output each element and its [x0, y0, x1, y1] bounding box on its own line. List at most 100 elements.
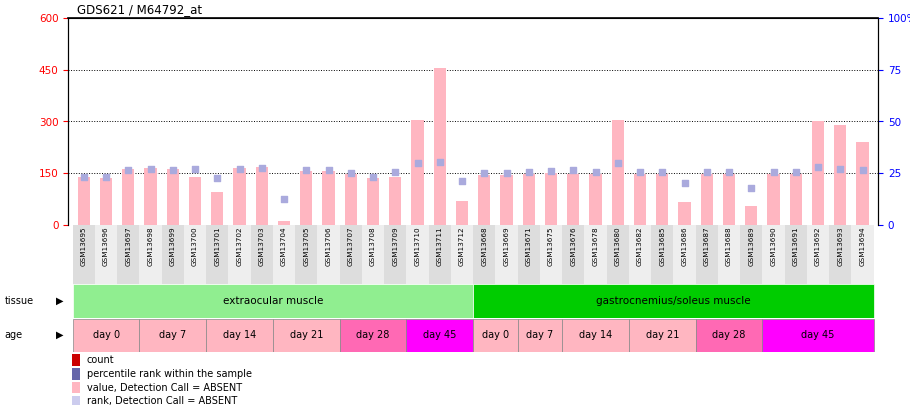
Text: GSM13693: GSM13693 — [837, 226, 844, 266]
Text: GSM13712: GSM13712 — [459, 226, 465, 266]
Bar — [295, 225, 318, 283]
Bar — [834, 125, 846, 225]
Bar — [501, 175, 512, 225]
Bar — [763, 225, 784, 283]
Bar — [234, 168, 246, 225]
Bar — [473, 225, 495, 283]
Text: day 21: day 21 — [289, 330, 323, 340]
Text: day 28: day 28 — [713, 330, 746, 340]
Bar — [634, 174, 646, 225]
Point — [566, 167, 581, 174]
Point — [76, 173, 91, 180]
Bar — [389, 177, 401, 225]
Bar — [607, 225, 629, 283]
Bar — [72, 396, 80, 405]
Point — [166, 166, 180, 173]
Text: day 45: day 45 — [802, 330, 834, 340]
Bar — [407, 225, 429, 283]
Point — [455, 177, 470, 184]
Text: GSM13669: GSM13669 — [503, 226, 510, 266]
Point — [855, 167, 870, 174]
Bar — [117, 225, 139, 283]
Point — [744, 184, 759, 191]
Bar — [228, 225, 250, 283]
Text: GSM13694: GSM13694 — [860, 226, 865, 266]
Text: GSM13668: GSM13668 — [481, 226, 488, 266]
Bar — [77, 177, 90, 225]
Bar — [696, 319, 763, 352]
Point — [521, 169, 536, 176]
Bar — [784, 225, 807, 283]
Text: ▶: ▶ — [56, 330, 64, 340]
Bar — [584, 225, 607, 283]
Bar — [339, 319, 407, 352]
Text: GSM13697: GSM13697 — [126, 226, 131, 266]
Text: GSM13682: GSM13682 — [637, 226, 643, 266]
Text: GSM13675: GSM13675 — [548, 226, 554, 266]
Point — [544, 168, 559, 175]
Text: count: count — [86, 355, 115, 365]
Bar — [590, 174, 602, 225]
Point — [255, 165, 269, 171]
Text: GSM13690: GSM13690 — [771, 226, 776, 266]
Text: GSM13676: GSM13676 — [571, 226, 576, 266]
Bar — [567, 174, 580, 225]
Bar — [829, 225, 852, 283]
Bar — [318, 225, 339, 283]
Bar — [745, 206, 757, 225]
Bar — [207, 225, 228, 283]
Bar — [562, 319, 629, 352]
Bar — [122, 169, 135, 225]
Point — [232, 165, 247, 172]
Bar — [256, 167, 268, 225]
Point — [588, 169, 602, 176]
Bar — [384, 225, 407, 283]
Text: GSM13671: GSM13671 — [526, 226, 531, 266]
Bar — [767, 174, 780, 225]
Text: age: age — [5, 330, 23, 340]
Point — [299, 166, 314, 173]
Bar — [250, 225, 273, 283]
Text: ▶: ▶ — [56, 296, 64, 306]
Bar — [473, 319, 518, 352]
Point — [500, 170, 514, 177]
Bar — [73, 284, 473, 318]
Bar — [407, 319, 473, 352]
Point — [143, 166, 157, 172]
Bar — [518, 225, 540, 283]
Text: GSM13705: GSM13705 — [303, 226, 309, 266]
Text: percentile rank within the sample: percentile rank within the sample — [86, 369, 252, 379]
Bar — [189, 177, 201, 225]
Point — [722, 169, 736, 176]
Text: GSM13686: GSM13686 — [682, 226, 688, 266]
Bar — [207, 319, 273, 352]
Bar — [100, 178, 112, 225]
Bar — [167, 169, 179, 225]
Text: day 7: day 7 — [159, 330, 187, 340]
Bar — [139, 225, 162, 283]
Text: rank, Detection Call = ABSENT: rank, Detection Call = ABSENT — [86, 396, 238, 405]
Bar — [273, 319, 339, 352]
Text: GSM13692: GSM13692 — [815, 226, 821, 266]
Text: extraocular muscle: extraocular muscle — [223, 296, 323, 306]
Bar — [345, 174, 357, 225]
Bar — [273, 225, 295, 283]
Point — [766, 169, 781, 176]
Bar — [629, 225, 652, 283]
Bar — [278, 221, 290, 225]
Text: GSM13696: GSM13696 — [103, 226, 109, 266]
Point — [210, 175, 225, 181]
Bar — [73, 319, 139, 352]
Bar — [679, 202, 691, 225]
Bar — [72, 382, 80, 393]
Text: GSM13680: GSM13680 — [615, 226, 621, 266]
Text: GSM13700: GSM13700 — [192, 226, 198, 266]
Text: day 14: day 14 — [579, 330, 612, 340]
Bar — [856, 142, 869, 225]
Point — [700, 169, 714, 176]
Bar — [852, 225, 874, 283]
Text: GSM13698: GSM13698 — [147, 226, 154, 266]
Bar — [812, 122, 824, 225]
Point — [344, 170, 359, 177]
Text: gastrocnemius/soleus muscle: gastrocnemius/soleus muscle — [596, 296, 751, 306]
